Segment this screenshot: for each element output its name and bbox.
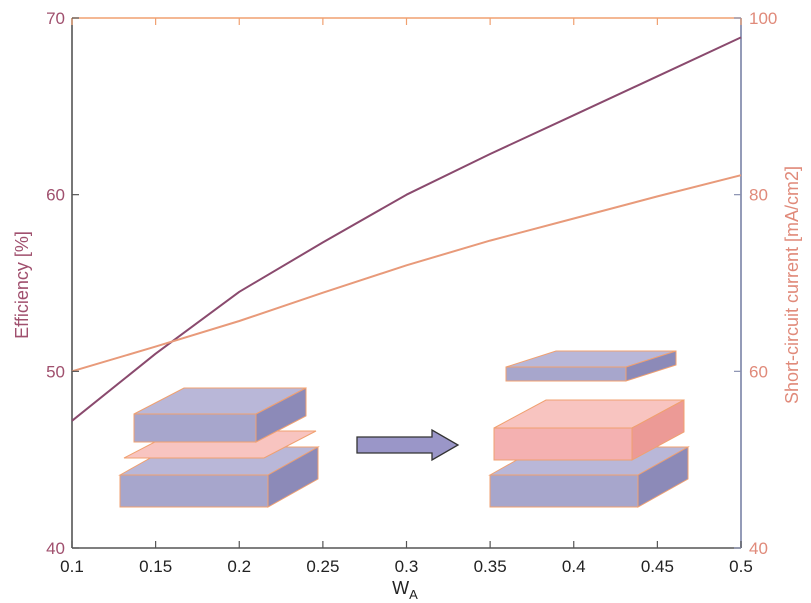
y-left-tick-label: 40: [46, 539, 65, 558]
y-left-tick-label: 60: [46, 186, 65, 205]
y-left-axis-ticks: 40 50 60 70: [46, 9, 79, 558]
right-middle-thick-layer: [493, 399, 685, 461]
y-right-tick-label: 80: [749, 186, 768, 205]
x-axis-ticks: 0.1 0.15 0.2 0.25 0.3 0.35 0.4 0.45 0.5: [60, 18, 753, 576]
x-tick-label: 0.45: [641, 557, 674, 576]
series-layer: [71, 36, 742, 422]
block-front-face: [489, 474, 639, 508]
y-left-axis-title: Efficiency [%]: [12, 231, 32, 339]
x-tick-label: 0.5: [729, 557, 753, 576]
x-tick-label: 0.1: [60, 557, 84, 576]
arrow-shape: [356, 428, 460, 462]
current-series-line: [71, 174, 742, 373]
x-axis-title-subscript: A: [409, 587, 418, 602]
x-axis-title-main: W: [392, 578, 409, 598]
x-tick-label: 0.2: [227, 557, 251, 576]
y-right-tick-label: 40: [749, 539, 768, 558]
efficiency-series-line: [71, 36, 742, 422]
y-left-tick-label: 70: [46, 9, 65, 28]
y-right-axis-ticks: 40 60 80 100: [734, 9, 777, 558]
left-top-layer: [133, 387, 307, 443]
x-tick-label: 0.35: [474, 557, 507, 576]
x-tick-label: 0.3: [395, 557, 419, 576]
x-axis-title: WA: [392, 578, 418, 602]
right-top-layer: [505, 350, 677, 382]
layer-structure-illustration: [118, 350, 690, 508]
y-right-tick-label: 100: [749, 9, 777, 28]
y-left-tick-label: 50: [46, 362, 65, 381]
y-right-axis-title: Short-circuit current [mA/cm2]: [782, 166, 802, 404]
x-tick-label: 0.25: [306, 557, 339, 576]
block-front-face: [119, 474, 269, 508]
block-front-face: [493, 427, 633, 461]
block-front-face: [505, 366, 627, 382]
block-front-face: [133, 413, 257, 443]
y-right-tick-label: 60: [749, 362, 768, 381]
transition-arrow: [356, 428, 460, 462]
x-tick-label: 0.4: [562, 557, 586, 576]
x-tick-label: 0.15: [139, 557, 172, 576]
